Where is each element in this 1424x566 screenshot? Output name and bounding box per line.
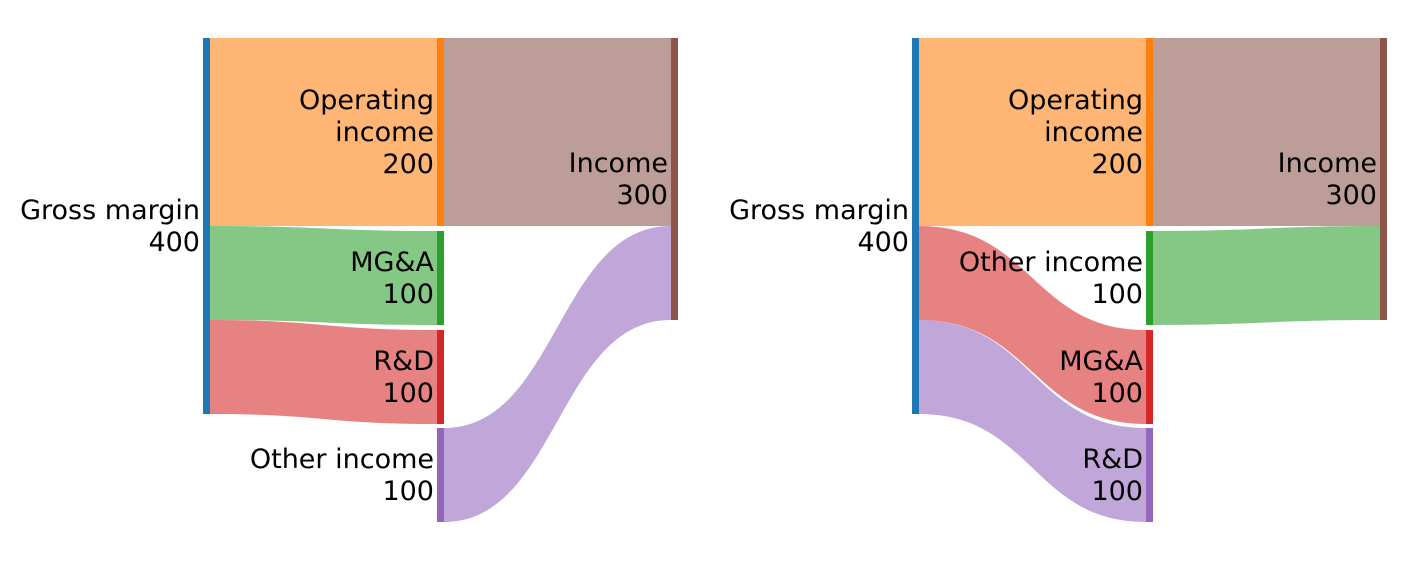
node-value: 300	[1325, 180, 1377, 211]
flows	[210, 38, 671, 522]
flow-gm-to-mga	[210, 226, 437, 325]
node-label-operating-income: Operating income 200	[299, 85, 434, 180]
node-name: Other income	[959, 247, 1143, 278]
node-bar-gross-margin	[203, 38, 210, 414]
node-bar-mganda	[437, 231, 444, 325]
node-name: Other income	[250, 444, 434, 475]
flow-gm-to-rd	[210, 320, 437, 424]
node-value: 100	[382, 279, 434, 310]
node-name: MG&A	[1059, 346, 1143, 377]
node-name: Income	[569, 148, 668, 179]
flow-gm-to-rd	[919, 320, 1146, 522]
flow-gm-to-op	[210, 38, 437, 226]
node-label-mganda: MG&A 100	[350, 247, 434, 310]
node-value: 100	[382, 378, 434, 409]
node-label-income: Income 300	[569, 148, 668, 211]
flow-op-to-inc	[444, 38, 671, 226]
flows	[919, 38, 1380, 522]
node-name: Operating	[299, 85, 434, 116]
node-label-income: Income 300	[1278, 148, 1377, 211]
node-bar-income	[1380, 38, 1387, 320]
node-bar-operating-income	[1146, 38, 1153, 226]
sankey-panel-2: Gross margin 400 Operating income 200 Other i…	[729, 38, 1387, 522]
node-bar-operating-income	[437, 38, 444, 226]
node-name: R&D	[1082, 444, 1143, 475]
flow-gm-to-op	[919, 38, 1146, 226]
node-label-operating-income: Operating income 200	[1008, 85, 1143, 180]
flow-op-to-inc	[1153, 38, 1380, 226]
node-name: MG&A	[350, 247, 434, 278]
node-value: 300	[616, 180, 668, 211]
node-name: R&D	[373, 346, 434, 377]
node-name: income	[335, 117, 434, 148]
node-value: 400	[148, 227, 200, 258]
node-label-randd: R&D 100	[373, 346, 434, 409]
node-name: Income	[1278, 148, 1377, 179]
node-label-other-income: Other income 100	[250, 444, 434, 507]
node-bar-gross-margin	[912, 38, 919, 414]
node-bar-income	[671, 38, 678, 320]
flow-oi-to-inc	[444, 226, 671, 522]
node-bar-other-income	[1146, 231, 1153, 325]
node-value: 400	[857, 227, 909, 258]
node-value: 200	[1091, 149, 1143, 180]
node-bar-randd	[437, 330, 444, 424]
node-value: 100	[1091, 378, 1143, 409]
node-label-randd: R&D 100	[1082, 444, 1143, 507]
node-name: Operating	[1008, 85, 1143, 116]
node-label-gross-margin: Gross margin 400	[729, 195, 909, 258]
node-name: Gross margin	[729, 195, 909, 226]
flow-oi-to-inc	[1153, 226, 1380, 325]
node-bar-other-income	[437, 428, 444, 522]
node-label-other-income: Other income 100	[959, 247, 1143, 310]
node-value: 100	[1091, 476, 1143, 507]
node-value: 100	[1091, 279, 1143, 310]
node-value: 200	[382, 149, 434, 180]
node-bar-mganda	[1146, 330, 1153, 424]
flow-gm-to-mga	[919, 226, 1146, 424]
node-name: income	[1044, 117, 1143, 148]
node-value: 100	[382, 476, 434, 507]
node-label-mganda: MG&A 100	[1059, 346, 1143, 409]
node-name: Gross margin	[20, 195, 200, 226]
node-label-gross-margin: Gross margin 400	[20, 195, 200, 258]
node-bar-randd	[1146, 428, 1153, 522]
